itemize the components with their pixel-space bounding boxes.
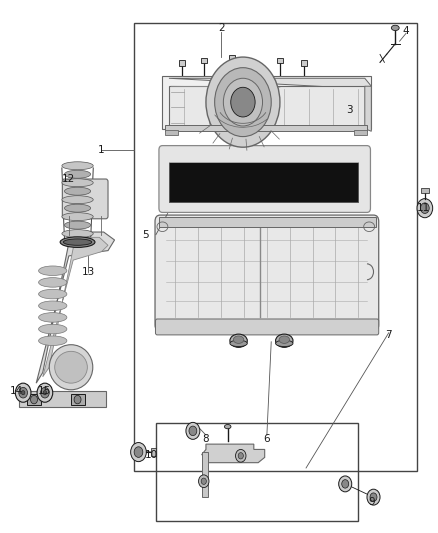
Circle shape <box>131 442 146 462</box>
Ellipse shape <box>64 170 91 178</box>
Circle shape <box>201 478 206 484</box>
Text: 8: 8 <box>203 434 209 444</box>
Ellipse shape <box>62 179 93 187</box>
Circle shape <box>43 391 47 395</box>
Circle shape <box>342 480 349 488</box>
Ellipse shape <box>233 336 244 343</box>
Ellipse shape <box>230 340 247 346</box>
Circle shape <box>206 57 280 147</box>
FancyBboxPatch shape <box>62 179 108 219</box>
Circle shape <box>198 475 209 488</box>
Circle shape <box>367 489 380 505</box>
Bar <box>277 58 283 63</box>
Bar <box>156 423 358 521</box>
Circle shape <box>420 203 429 214</box>
Text: 13: 13 <box>82 267 95 277</box>
Ellipse shape <box>391 25 399 30</box>
Ellipse shape <box>224 424 231 429</box>
Bar <box>169 162 358 202</box>
FancyBboxPatch shape <box>155 319 379 335</box>
Circle shape <box>231 87 255 117</box>
Text: 15: 15 <box>38 386 52 396</box>
Ellipse shape <box>39 336 67 345</box>
Bar <box>301 60 307 66</box>
Ellipse shape <box>276 340 293 346</box>
Ellipse shape <box>64 204 91 212</box>
Bar <box>179 60 185 66</box>
Ellipse shape <box>230 334 247 348</box>
Circle shape <box>15 383 31 402</box>
Circle shape <box>215 68 271 136</box>
Text: 11: 11 <box>417 203 430 213</box>
Bar <box>134 22 417 471</box>
Circle shape <box>31 395 38 404</box>
Polygon shape <box>43 237 108 377</box>
Text: 10: 10 <box>145 450 158 460</box>
Polygon shape <box>201 452 208 497</box>
Text: 9: 9 <box>368 497 374 507</box>
Ellipse shape <box>39 289 67 299</box>
Text: 1: 1 <box>98 145 105 155</box>
Text: 14: 14 <box>10 386 23 396</box>
Ellipse shape <box>62 196 93 204</box>
Bar <box>229 55 235 61</box>
Text: 12: 12 <box>62 174 75 184</box>
Bar <box>19 391 106 407</box>
Polygon shape <box>365 86 371 131</box>
Circle shape <box>134 447 143 457</box>
Bar <box>201 58 207 63</box>
Text: 2: 2 <box>218 23 225 33</box>
Circle shape <box>74 395 81 404</box>
Bar <box>421 188 429 193</box>
Ellipse shape <box>62 230 93 238</box>
Ellipse shape <box>279 336 290 343</box>
Polygon shape <box>201 444 265 463</box>
Polygon shape <box>169 86 365 128</box>
Bar <box>71 394 85 406</box>
Ellipse shape <box>62 162 93 169</box>
Circle shape <box>238 453 244 459</box>
Ellipse shape <box>64 187 91 195</box>
Text: 6: 6 <box>264 434 270 444</box>
Ellipse shape <box>62 213 93 221</box>
Circle shape <box>21 391 25 395</box>
Bar <box>354 130 367 135</box>
Circle shape <box>19 387 28 398</box>
Ellipse shape <box>39 324 67 334</box>
Ellipse shape <box>49 345 93 390</box>
Circle shape <box>417 199 433 217</box>
Circle shape <box>223 78 262 126</box>
Circle shape <box>37 383 53 402</box>
FancyBboxPatch shape <box>155 215 379 331</box>
Polygon shape <box>162 76 371 128</box>
Bar <box>159 217 376 227</box>
Ellipse shape <box>276 334 293 348</box>
Text: 3: 3 <box>346 105 353 115</box>
Circle shape <box>186 422 200 439</box>
Ellipse shape <box>39 266 67 276</box>
Ellipse shape <box>55 351 87 383</box>
Text: 4: 4 <box>403 26 410 36</box>
Ellipse shape <box>60 237 95 247</box>
Ellipse shape <box>64 221 91 229</box>
Polygon shape <box>36 232 115 383</box>
Ellipse shape <box>39 313 67 322</box>
Circle shape <box>236 449 246 462</box>
Text: 7: 7 <box>385 330 392 341</box>
Polygon shape <box>169 78 371 89</box>
Circle shape <box>370 493 377 502</box>
Bar <box>27 394 41 406</box>
Ellipse shape <box>39 301 67 311</box>
Text: 5: 5 <box>142 230 148 240</box>
Circle shape <box>189 426 197 435</box>
Ellipse shape <box>64 239 92 245</box>
Bar <box>165 125 367 131</box>
Circle shape <box>339 476 352 492</box>
FancyBboxPatch shape <box>159 146 371 213</box>
Ellipse shape <box>39 278 67 287</box>
Bar <box>151 448 156 456</box>
Bar <box>165 130 178 135</box>
Circle shape <box>41 387 49 398</box>
